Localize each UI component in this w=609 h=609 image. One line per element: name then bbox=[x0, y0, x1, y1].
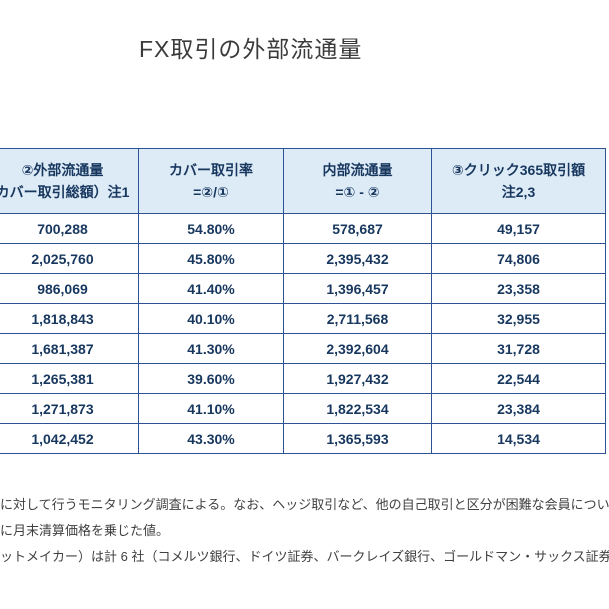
table-cell: 23,358 bbox=[431, 273, 606, 304]
note-line: に対して行うモニタリング調査による。なお、ヘッジ取引など、他の自己取引と区分が困… bbox=[0, 497, 609, 512]
header-row: ②外部流通量 カバー取引総額）注1 カバー取引率 =②/① 内部流通量 =① -… bbox=[0, 148, 606, 214]
table-cell: 578,687 bbox=[283, 213, 432, 244]
table-row: 1,265,381 39.60% 1,927,432 22,544 bbox=[0, 363, 606, 394]
table-cell: 41.30% bbox=[138, 333, 284, 364]
table-cell: 43.30% bbox=[138, 423, 284, 454]
header-cell-internal-volume: 内部流通量 =① - ② bbox=[283, 148, 432, 214]
footnotes: に対して行うモニタリング調査による。なお、ヘッジ取引など、他の自己取引と区分が困… bbox=[0, 498, 609, 576]
note-line: ットメイカー）は計 6 社（コメルツ銀行、ドイツ証券、バークレイズ銀行、ゴールド… bbox=[0, 549, 609, 564]
table-cell: 45.80% bbox=[138, 243, 284, 274]
table-cell: 2,711,568 bbox=[283, 303, 432, 334]
header-line1: ②外部流通量 bbox=[21, 161, 104, 178]
table-cell: 23,384 bbox=[431, 393, 606, 424]
table-cell: 700,288 bbox=[0, 213, 139, 244]
table-cell: 32,955 bbox=[431, 303, 606, 334]
table-cell: 1,822,534 bbox=[283, 393, 432, 424]
table-body: 700,288 54.80% 578,687 49,157 2,025,760 … bbox=[0, 213, 606, 454]
table-cell: 41.40% bbox=[138, 273, 284, 304]
table-cell: 1,681,387 bbox=[0, 333, 139, 364]
table-row: 986,069 41.40% 1,396,457 23,358 bbox=[0, 273, 606, 304]
table-cell: 39.60% bbox=[138, 363, 284, 394]
table-row: 1,042,452 43.30% 1,365,593 14,534 bbox=[0, 423, 606, 454]
table-cell: 1,818,843 bbox=[0, 303, 139, 334]
table-row: 1,271,873 41.10% 1,822,534 23,384 bbox=[0, 393, 606, 424]
table-row: 1,818,843 40.10% 2,711,568 32,955 bbox=[0, 303, 606, 334]
header-line1: ③クリック365取引額 bbox=[451, 161, 586, 178]
table-cell: 986,069 bbox=[0, 273, 139, 304]
table-cell: 31,728 bbox=[431, 333, 606, 364]
header-line2: 注2,3 bbox=[501, 184, 536, 200]
table-cell: 1,396,457 bbox=[283, 273, 432, 304]
table-cell: 2,392,604 bbox=[283, 333, 432, 364]
table-cell: 2,395,432 bbox=[283, 243, 432, 274]
fx-volume-table: ②外部流通量 カバー取引総額）注1 カバー取引率 =②/① 内部流通量 =① -… bbox=[0, 148, 606, 454]
table-cell: 54.80% bbox=[138, 213, 284, 244]
header-line2: =②/① bbox=[193, 184, 229, 200]
header-line2: =① - ② bbox=[335, 184, 380, 200]
table-row: 1,681,387 41.30% 2,392,604 31,728 bbox=[0, 333, 606, 364]
header-cell-external-volume: ②外部流通量 カバー取引総額）注1 bbox=[0, 148, 139, 214]
table-cell: 1,265,381 bbox=[0, 363, 139, 394]
table-row: 700,288 54.80% 578,687 49,157 bbox=[0, 213, 606, 244]
note-line: に月末清算価格を乗じた値。 bbox=[0, 523, 170, 538]
header-line1: カバー取引率 bbox=[169, 161, 253, 178]
page-title: FX取引の外部流通量 bbox=[139, 36, 363, 62]
table-cell: 1,042,452 bbox=[0, 423, 139, 454]
table-row: 2,025,760 45.80% 2,395,432 74,806 bbox=[0, 243, 606, 274]
header-cell-click365: ③クリック365取引額 注2,3 bbox=[431, 148, 606, 214]
table-cell: 22,544 bbox=[431, 363, 606, 394]
table-cell: 1,271,873 bbox=[0, 393, 139, 424]
table-cell: 74,806 bbox=[431, 243, 606, 274]
table-cell: 2,025,760 bbox=[0, 243, 139, 274]
header-line2: カバー取引総額）注1 bbox=[0, 184, 130, 200]
table-cell: 49,157 bbox=[431, 213, 606, 244]
table-header: ②外部流通量 カバー取引総額）注1 カバー取引率 =②/① 内部流通量 =① -… bbox=[0, 148, 606, 214]
table-cell: 1,927,432 bbox=[283, 363, 432, 394]
table-container: ②外部流通量 カバー取引総額）注1 カバー取引率 =②/① 内部流通量 =① -… bbox=[0, 148, 606, 454]
header-line1: 内部流通量 bbox=[322, 161, 393, 178]
table-cell: 1,365,593 bbox=[283, 423, 432, 454]
table-cell: 14,534 bbox=[431, 423, 606, 454]
table-cell: 40.10% bbox=[138, 303, 284, 334]
table-cell: 41.10% bbox=[138, 393, 284, 424]
header-cell-cover-rate: カバー取引率 =②/① bbox=[138, 148, 284, 214]
